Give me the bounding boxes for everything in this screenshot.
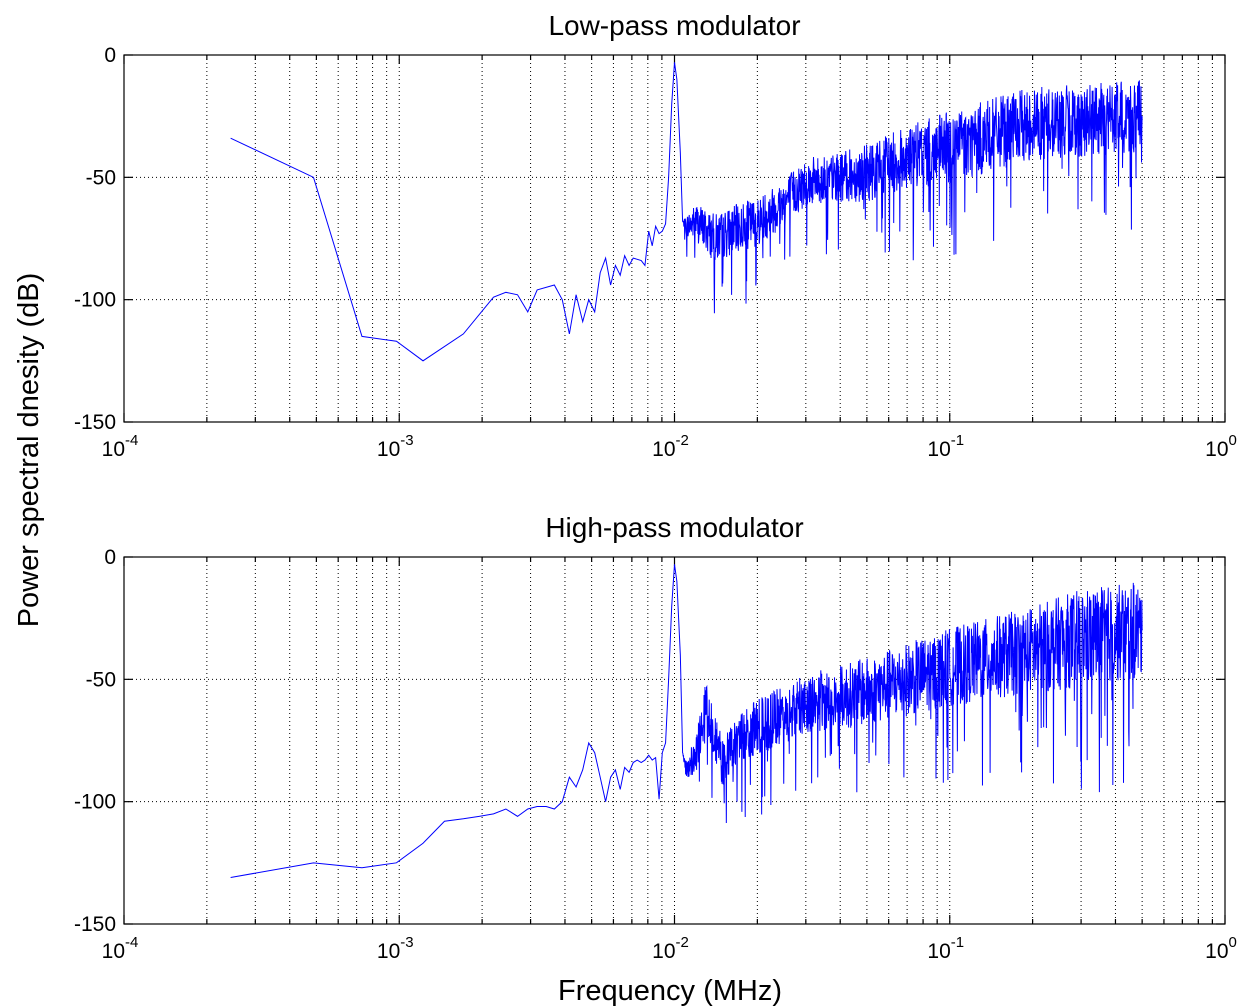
y-tick-label: -50	[86, 668, 116, 691]
plot-frame	[123, 556, 1226, 925]
x-tick-label: 10-2	[652, 934, 689, 963]
x-axis-label: Frequency (MHz)	[558, 975, 782, 1007]
y-tick-label: -100	[74, 791, 116, 814]
x-tick-label: 10-4	[102, 934, 139, 963]
y-tick-label: -150	[74, 913, 116, 936]
y-tick-label: 0	[104, 546, 116, 569]
psd-series-line	[230, 62, 1143, 362]
y-tick-label: 0	[104, 44, 116, 67]
chart-title: Low-pass modulator	[548, 10, 800, 41]
x-tick-label: 10-3	[377, 432, 414, 461]
x-tick-label: 10-3	[377, 934, 414, 963]
grid	[124, 557, 1225, 924]
x-tick-label: 10-4	[102, 432, 139, 461]
tick-marks	[123, 556, 1226, 925]
x-tick-label: 10-1	[927, 934, 964, 963]
x-tick-label: 100	[1205, 432, 1237, 461]
y-tick-label: -50	[86, 166, 116, 189]
y-tick-label: -100	[74, 289, 116, 312]
y-tick-label: -150	[74, 411, 116, 434]
tick-marks	[123, 54, 1226, 423]
psd-series-line	[230, 564, 1143, 879]
x-tick-label: 10-2	[652, 432, 689, 461]
chart-title: High-pass modulator	[545, 512, 803, 543]
y-axis-label: Power spectral dnesity (dB)	[13, 273, 45, 628]
x-tick-label: 100	[1205, 934, 1237, 963]
x-tick-label: 10-1	[927, 432, 964, 461]
